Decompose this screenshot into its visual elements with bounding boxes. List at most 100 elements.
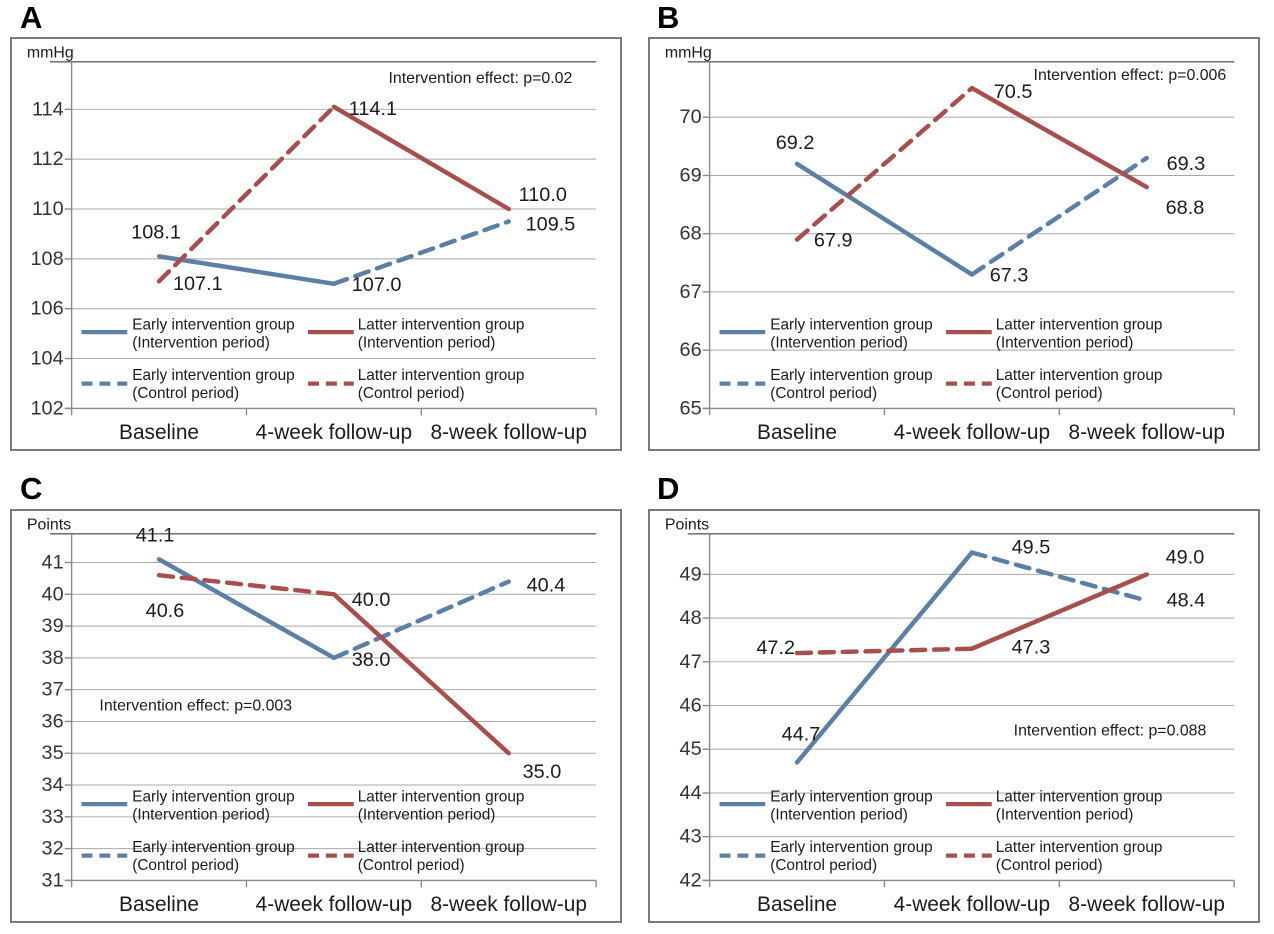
x-category-label: 4-week follow-up	[894, 421, 1050, 444]
panel-box-B: 65 66 67 68 69 70 Baseline 4-week follow-up 8-we…	[648, 37, 1260, 451]
panel-box-D: 42 43 44 45 46 47 48 49 Baseline 4-week follow-up…	[648, 509, 1260, 923]
data-label: 40.0	[352, 589, 391, 611]
x-category-label: Baseline	[119, 893, 199, 916]
series-early-intervention-group-control-period	[331, 579, 511, 661]
legend-label: (Control period)	[358, 385, 465, 402]
data-label: 108.1	[131, 222, 181, 244]
panel-box-C: 31 32 33 34 35 36 37 38 39 40 41 Baseline 4-week fol…	[10, 509, 622, 923]
legend-label: (Intervention period)	[770, 807, 908, 824]
data-label: 107.1	[173, 273, 223, 295]
legend-label: Latter intervention group	[996, 317, 1163, 334]
y-tick-label: 44	[680, 782, 702, 804]
series-early-intervention-group-intervention-period	[794, 161, 975, 277]
y-tick-label: 37	[42, 679, 64, 701]
x-axis-labels: Baseline 4-week follow-up 8-week follow-up	[119, 421, 587, 444]
legend-label: Latter intervention group	[996, 367, 1163, 384]
data-labels-A: 108.1 107.1 114.1 107.0 110.0 109.5	[131, 98, 575, 296]
y-tick-label: 46	[680, 695, 702, 717]
x-category-label: 8-week follow-up	[431, 893, 587, 916]
y-axis-unit-label: Points	[665, 516, 709, 533]
intervention-effect-annotation: Intervention effect: p=0.003	[99, 698, 292, 715]
y-tick-label: 68	[680, 223, 702, 245]
y-tick-label: 38	[42, 647, 64, 669]
y-tick-label: 104	[31, 348, 64, 370]
data-label: 40.4	[527, 575, 566, 597]
panel-letter-C: C	[20, 471, 43, 506]
y-tick-label: 45	[680, 738, 702, 760]
y-tick-label: 110	[32, 198, 64, 220]
legend-label: (Control period)	[770, 385, 877, 402]
legend-B: Early intervention group (Intervention pe…	[719, 317, 1163, 402]
data-label: 47.3	[1012, 637, 1051, 659]
x-category-label: 8-week follow-up	[1069, 421, 1225, 444]
data-label: 44.7	[782, 724, 821, 746]
legend-label: Latter intervention group	[358, 789, 525, 806]
legend-label: Early intervention group	[770, 317, 932, 334]
x-category-label: 8-week follow-up	[1069, 893, 1225, 916]
legend-A: Early intervention group(Intervention pe…	[81, 317, 525, 402]
legend-label: (Control period)	[358, 857, 465, 874]
x-category-label: Baseline	[757, 421, 837, 444]
data-labels-B: 69.2 67.9 70.5 67.3 69.3 68.8	[776, 81, 1206, 286]
legend-label: (Intervention period)	[132, 335, 270, 352]
data-label: 67.9	[814, 230, 853, 252]
chart-D: 42 43 44 45 46 47 48 49 Baseline 4-week follow-up…	[665, 516, 1235, 916]
legend-label: Early intervention group	[132, 789, 294, 806]
x-category-label: 4-week follow-up	[256, 893, 412, 916]
x-axis-labels: Baseline 4-week follow-up 8-week follow-up	[119, 893, 587, 916]
y-tick-label: 49	[680, 563, 702, 585]
y-tick-label: 32	[42, 838, 64, 860]
y-tick-label: 42	[680, 869, 702, 891]
chart-C: 31 32 33 34 35 36 37 38 39 40 41 Baseline 4-week fol…	[27, 516, 597, 916]
legend-label: Latter intervention group	[358, 317, 525, 334]
y-axis-unit-label: mmHg	[665, 44, 712, 61]
y-tick-label: 102	[31, 397, 64, 419]
y-tick-label: 69	[680, 164, 702, 186]
data-label: 40.6	[146, 600, 185, 622]
series-early-intervention-group-intervention-period	[156, 557, 337, 661]
y-tick-label: 112	[32, 148, 64, 170]
legend-label: Early intervention group	[770, 789, 932, 806]
y-tick-label: 33	[42, 806, 64, 828]
legend-label: Latter intervention group	[996, 789, 1163, 806]
series-latter-intervention-group-control-period	[794, 646, 975, 656]
y-tick-label: 41	[42, 552, 64, 574]
data-label: 68.8	[1166, 197, 1205, 219]
x-category-label: 4-week follow-up	[894, 893, 1050, 916]
data-label: 110.0	[519, 184, 567, 206]
legend-label: (Intervention period)	[996, 807, 1134, 824]
series-latter-intervention-group-intervention-period	[331, 104, 511, 212]
chart-A: 102 104 106 108 110 112 114 Baseline 4-week foll…	[27, 44, 597, 444]
y-tick-label: 39	[42, 615, 64, 637]
series-latter-intervention-group-control-period	[794, 85, 975, 242]
y-tick-label: 65	[680, 397, 702, 419]
data-label: 49.0	[1166, 547, 1205, 569]
legend-label: Early intervention group	[132, 839, 294, 856]
data-label: 49.5	[1012, 537, 1051, 559]
data-labels-C: 41.1 40.6 40.0 38.0 40.4 35.0	[136, 525, 566, 783]
y-tick-label: 31	[42, 869, 64, 891]
data-label: 69.3	[1167, 153, 1206, 175]
legend-label: (Intervention period)	[358, 807, 496, 824]
series-early-intervention-group-intervention-period	[156, 254, 337, 287]
data-label: 47.2	[756, 637, 795, 659]
data-labels-D: 44.7 47.2 49.5 47.3 49.0 48.4	[756, 537, 1205, 746]
y-tick-label: 36	[42, 710, 64, 732]
y-tick-label: 47	[680, 651, 702, 673]
data-label: 70.5	[994, 81, 1033, 103]
y-axis-unit-label: Points	[27, 516, 71, 533]
series-latter-intervention-group-intervention-period	[331, 592, 511, 756]
series-latter-intervention-group-intervention-period	[969, 572, 1149, 651]
gridlines-B: 65 66 67 68 69 70	[680, 106, 1235, 419]
legend-label: (Intervention period)	[996, 335, 1134, 352]
y-tick-label: 35	[42, 742, 64, 764]
legend-C: Early intervention group (Intervention pe…	[81, 789, 525, 874]
data-label: 69.2	[776, 132, 815, 154]
data-label: 114.1	[349, 98, 397, 120]
legend-label: (Control period)	[770, 857, 877, 874]
x-category-label: Baseline	[119, 421, 199, 444]
y-tick-label: 40	[42, 583, 64, 605]
series-early-intervention-group-control-period	[969, 550, 1149, 603]
intervention-effect-annotation: Intervention effect: p=0.02	[388, 70, 572, 87]
